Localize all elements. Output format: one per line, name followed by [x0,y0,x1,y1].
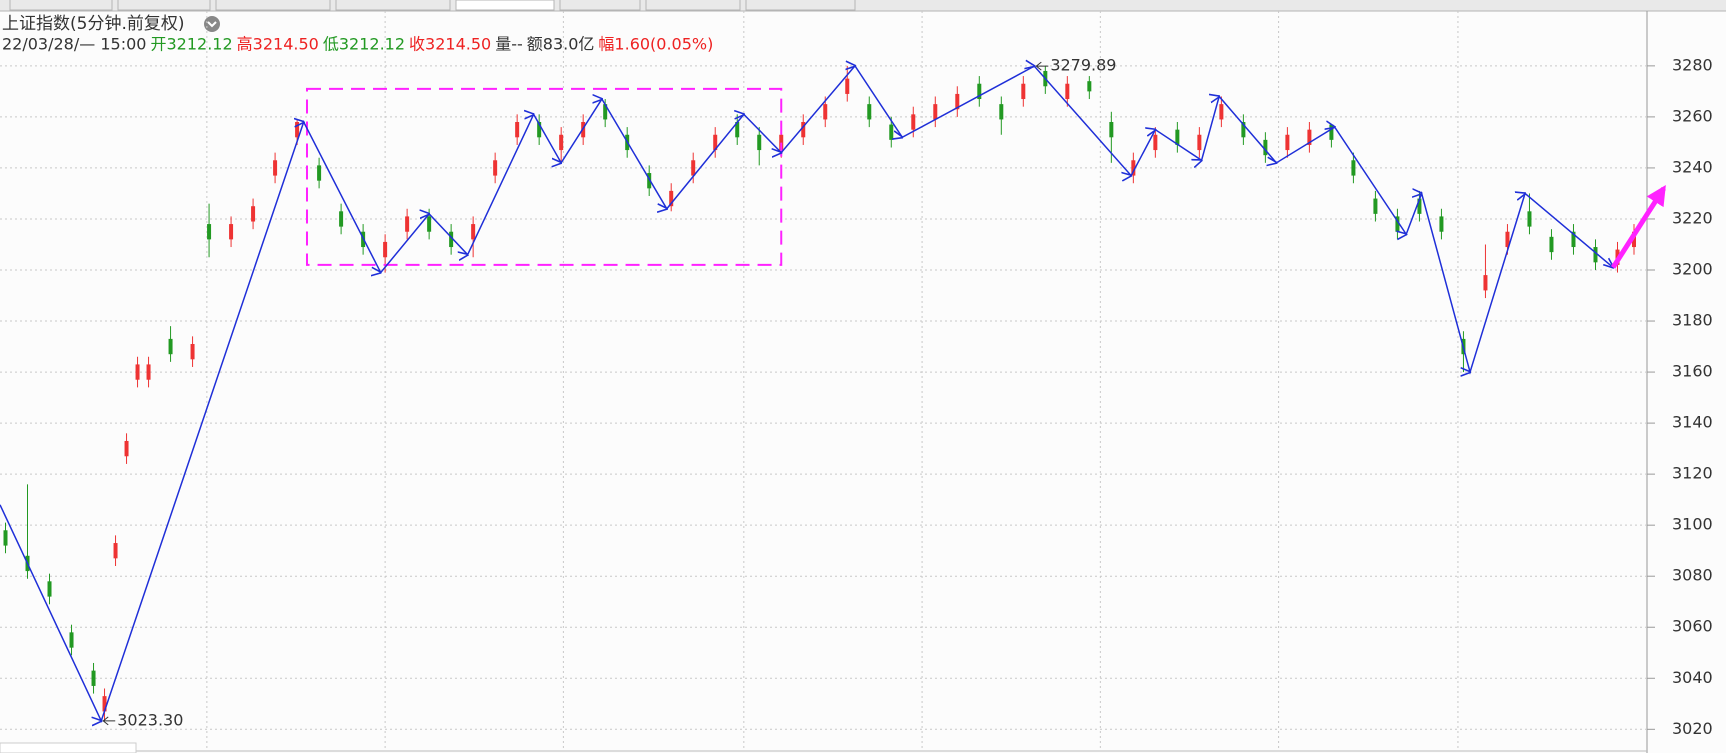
candle-body [471,224,476,240]
annotation-label: 3279.89 [1050,56,1116,75]
candle-body [933,104,938,120]
info-item: 收 [409,35,425,54]
info-item: 3214.50 [425,35,491,54]
trend-arrow [1610,184,1666,269]
y-tick-label: 3020 [1672,719,1713,738]
candle-body [339,211,344,227]
info-item: 低 [323,35,339,54]
y-tick-label: 3140 [1672,413,1713,432]
candle-body [1109,122,1114,138]
candle-body [427,216,432,232]
candle-body [295,122,300,138]
y-tick-label: 3200 [1672,260,1713,279]
candle-body [124,440,129,457]
info-item: 高 [237,35,253,54]
info-item: 额83.0亿 [527,35,595,54]
info-item: 量-- [495,35,523,54]
info-line: 22/03/28/— 15:00 开 3212.12 高 3214.50 低 3212.12… [2,35,713,54]
candle-body [1065,83,1070,100]
info-item: 3212.12 [166,35,232,54]
candle-body [405,216,410,232]
candle-body [47,581,52,597]
y-tick-label: 3080 [1672,566,1713,585]
plot: 3020 3040 3060 3080 3100 3120 3140 3160 3180 3200… [0,11,1713,751]
candle-body [1351,160,1356,176]
candle-body [168,338,173,355]
candle-body [1153,134,1158,151]
candle-body [867,104,872,120]
candle-body [1527,211,1532,227]
candle-body [317,165,322,181]
candle-body [757,134,762,151]
candle-body [493,160,498,176]
candle-body [911,114,916,130]
y-tick-label: 3120 [1672,464,1713,483]
annotation-arrow [102,716,116,726]
candle-body [1197,134,1202,151]
candle-body [229,224,234,240]
y-tick-label: 3280 [1672,55,1713,74]
candle-body [146,364,151,380]
candle-body [691,160,696,176]
y-tick-label: 3260 [1672,106,1713,125]
candle-body [559,134,564,151]
candle-body [251,206,256,222]
y-tick-label: 3100 [1672,515,1713,534]
info-item: 1.60(0.05%) [614,35,713,54]
candle-body [845,78,850,94]
annotation-label: 3023.30 [117,710,183,729]
candle-body [1021,83,1026,100]
info-item: 3212.12 [339,35,405,54]
info-item: 3214.50 [253,35,319,54]
annotation-arrow [1035,61,1049,71]
zigzag-line [0,66,1613,721]
candle-body [1329,124,1334,140]
candle-body [207,224,212,240]
candle-body [383,241,388,258]
info-item: 开 [150,35,166,54]
candle-body [999,104,1004,120]
candle-body [1219,104,1224,120]
corner-panel [0,742,137,753]
candle-body [1285,134,1290,151]
candle-body [190,344,195,360]
info-item: 幅 [598,35,614,54]
tab-bar [0,0,1726,12]
chart-title: 上证指数(5分钟.前复权) [2,14,184,34]
y-tick-label: 3220 [1672,208,1713,227]
candle-body [889,124,894,140]
y-tick-label: 3160 [1672,362,1713,381]
dropdown-icon[interactable] [204,16,220,32]
y-tick-label: 3040 [1672,668,1713,687]
tabs [9,0,856,11]
y-tick-label: 3240 [1672,157,1713,176]
active-tab[interactable] [455,0,555,11]
candle-body [113,543,118,559]
candle-body [135,364,140,380]
candle-body [1549,236,1554,253]
candle-body [3,530,8,546]
candle-body [273,160,278,176]
candle-body [515,122,520,138]
candle-body [69,632,74,648]
candle-body [91,670,96,686]
candle-body [1087,81,1092,92]
candle-body [1439,216,1444,232]
info-item: 22/03/28/— 15:00 [2,35,146,54]
dropdown-chevron [207,21,217,28]
y-tick-label: 3180 [1672,311,1713,330]
candle-body [1373,198,1378,214]
candle-body [1483,275,1488,291]
tab-strip [0,0,1726,11]
y-tick-label: 3060 [1672,617,1713,636]
candle-body [823,104,828,120]
